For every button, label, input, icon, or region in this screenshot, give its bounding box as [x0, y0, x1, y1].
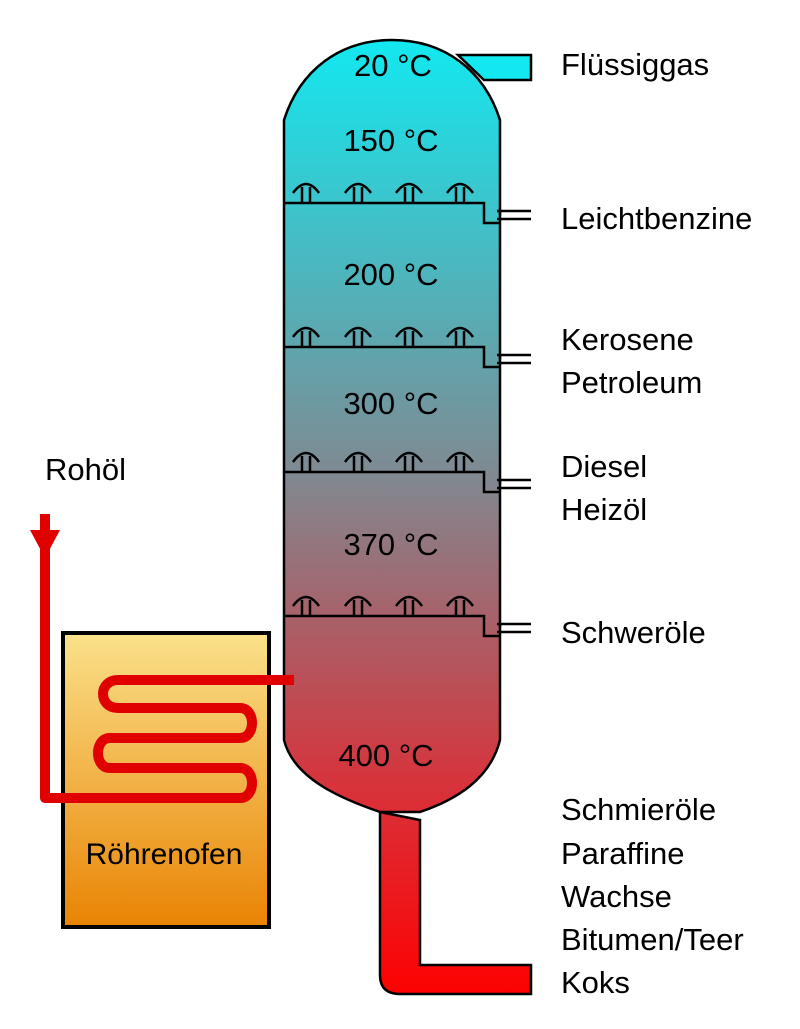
side-outlet-stub	[497, 353, 531, 365]
temp-label-200: 200 °C	[343, 257, 439, 292]
bubble-cap-icon	[394, 326, 424, 347]
bubble-cap-icon	[445, 595, 475, 616]
bubble-cap-icon	[394, 182, 424, 203]
furnace-label: Röhrenofen	[85, 838, 243, 871]
tray-plate	[284, 470, 500, 494]
bubble-cap-icon	[291, 182, 321, 203]
bubble-cap-icon	[291, 595, 321, 616]
tray-group	[284, 182, 500, 638]
bubble-cap-icon	[394, 451, 424, 472]
side-outlet-stub	[497, 478, 531, 490]
tray-plate	[284, 345, 500, 369]
product-label-light-gasoline: Leichtbenzine	[561, 201, 753, 236]
side-outlet-stub	[497, 622, 531, 634]
product-label-heavy-oil: Schweröle	[561, 615, 706, 650]
product-label-petroleum: Petroleum	[561, 365, 703, 400]
temp-label-top: 20 °C	[354, 48, 432, 83]
top-outlet-pipe	[454, 53, 533, 82]
bubble-cap-icon	[445, 326, 475, 347]
product-label-lubricating-oil: Schmieröle	[561, 792, 717, 827]
bubble-cap-icon	[445, 451, 475, 472]
bubble-cap-icon	[291, 326, 321, 347]
side-outlet-group	[497, 209, 531, 634]
temp-label-400: 400 °C	[338, 738, 434, 773]
tray-plate	[284, 614, 500, 638]
feed-arrow-stem	[40, 514, 50, 534]
tray-plate	[284, 201, 500, 225]
product-label-heating-oil: Heizöl	[561, 492, 648, 527]
bubble-cap-icon	[394, 595, 424, 616]
product-label-bitumen: Bitumen/Teer	[561, 922, 744, 957]
bubble-cap-icon	[445, 182, 475, 203]
input-label-crude-oil: Rohöl	[45, 452, 126, 487]
product-label-wax: Wachse	[561, 879, 672, 914]
bubble-cap-icon	[343, 326, 373, 347]
temp-label-150: 150 °C	[343, 123, 439, 158]
temp-label-370: 370 °C	[343, 527, 439, 562]
product-label-liquid-gas: Flüssiggas	[561, 47, 710, 82]
product-label-coke: Koks	[561, 965, 630, 1000]
bubble-cap-icon	[291, 451, 321, 472]
bubble-cap-icon	[343, 595, 373, 616]
feed-pipe	[40, 535, 294, 803]
side-outlet-stub	[497, 209, 531, 221]
product-label-paraffin: Paraffine	[561, 836, 685, 871]
bubble-cap-icon	[343, 182, 373, 203]
temp-label-300: 300 °C	[343, 386, 439, 421]
product-label-diesel: Diesel	[561, 449, 648, 484]
bubble-cap-icon	[343, 451, 373, 472]
feed-arrow-icon	[30, 530, 60, 558]
distillation-column	[282, 38, 502, 814]
bottom-outlet-pipe	[378, 810, 533, 996]
product-label-kerosene: Kerosene	[561, 322, 694, 357]
